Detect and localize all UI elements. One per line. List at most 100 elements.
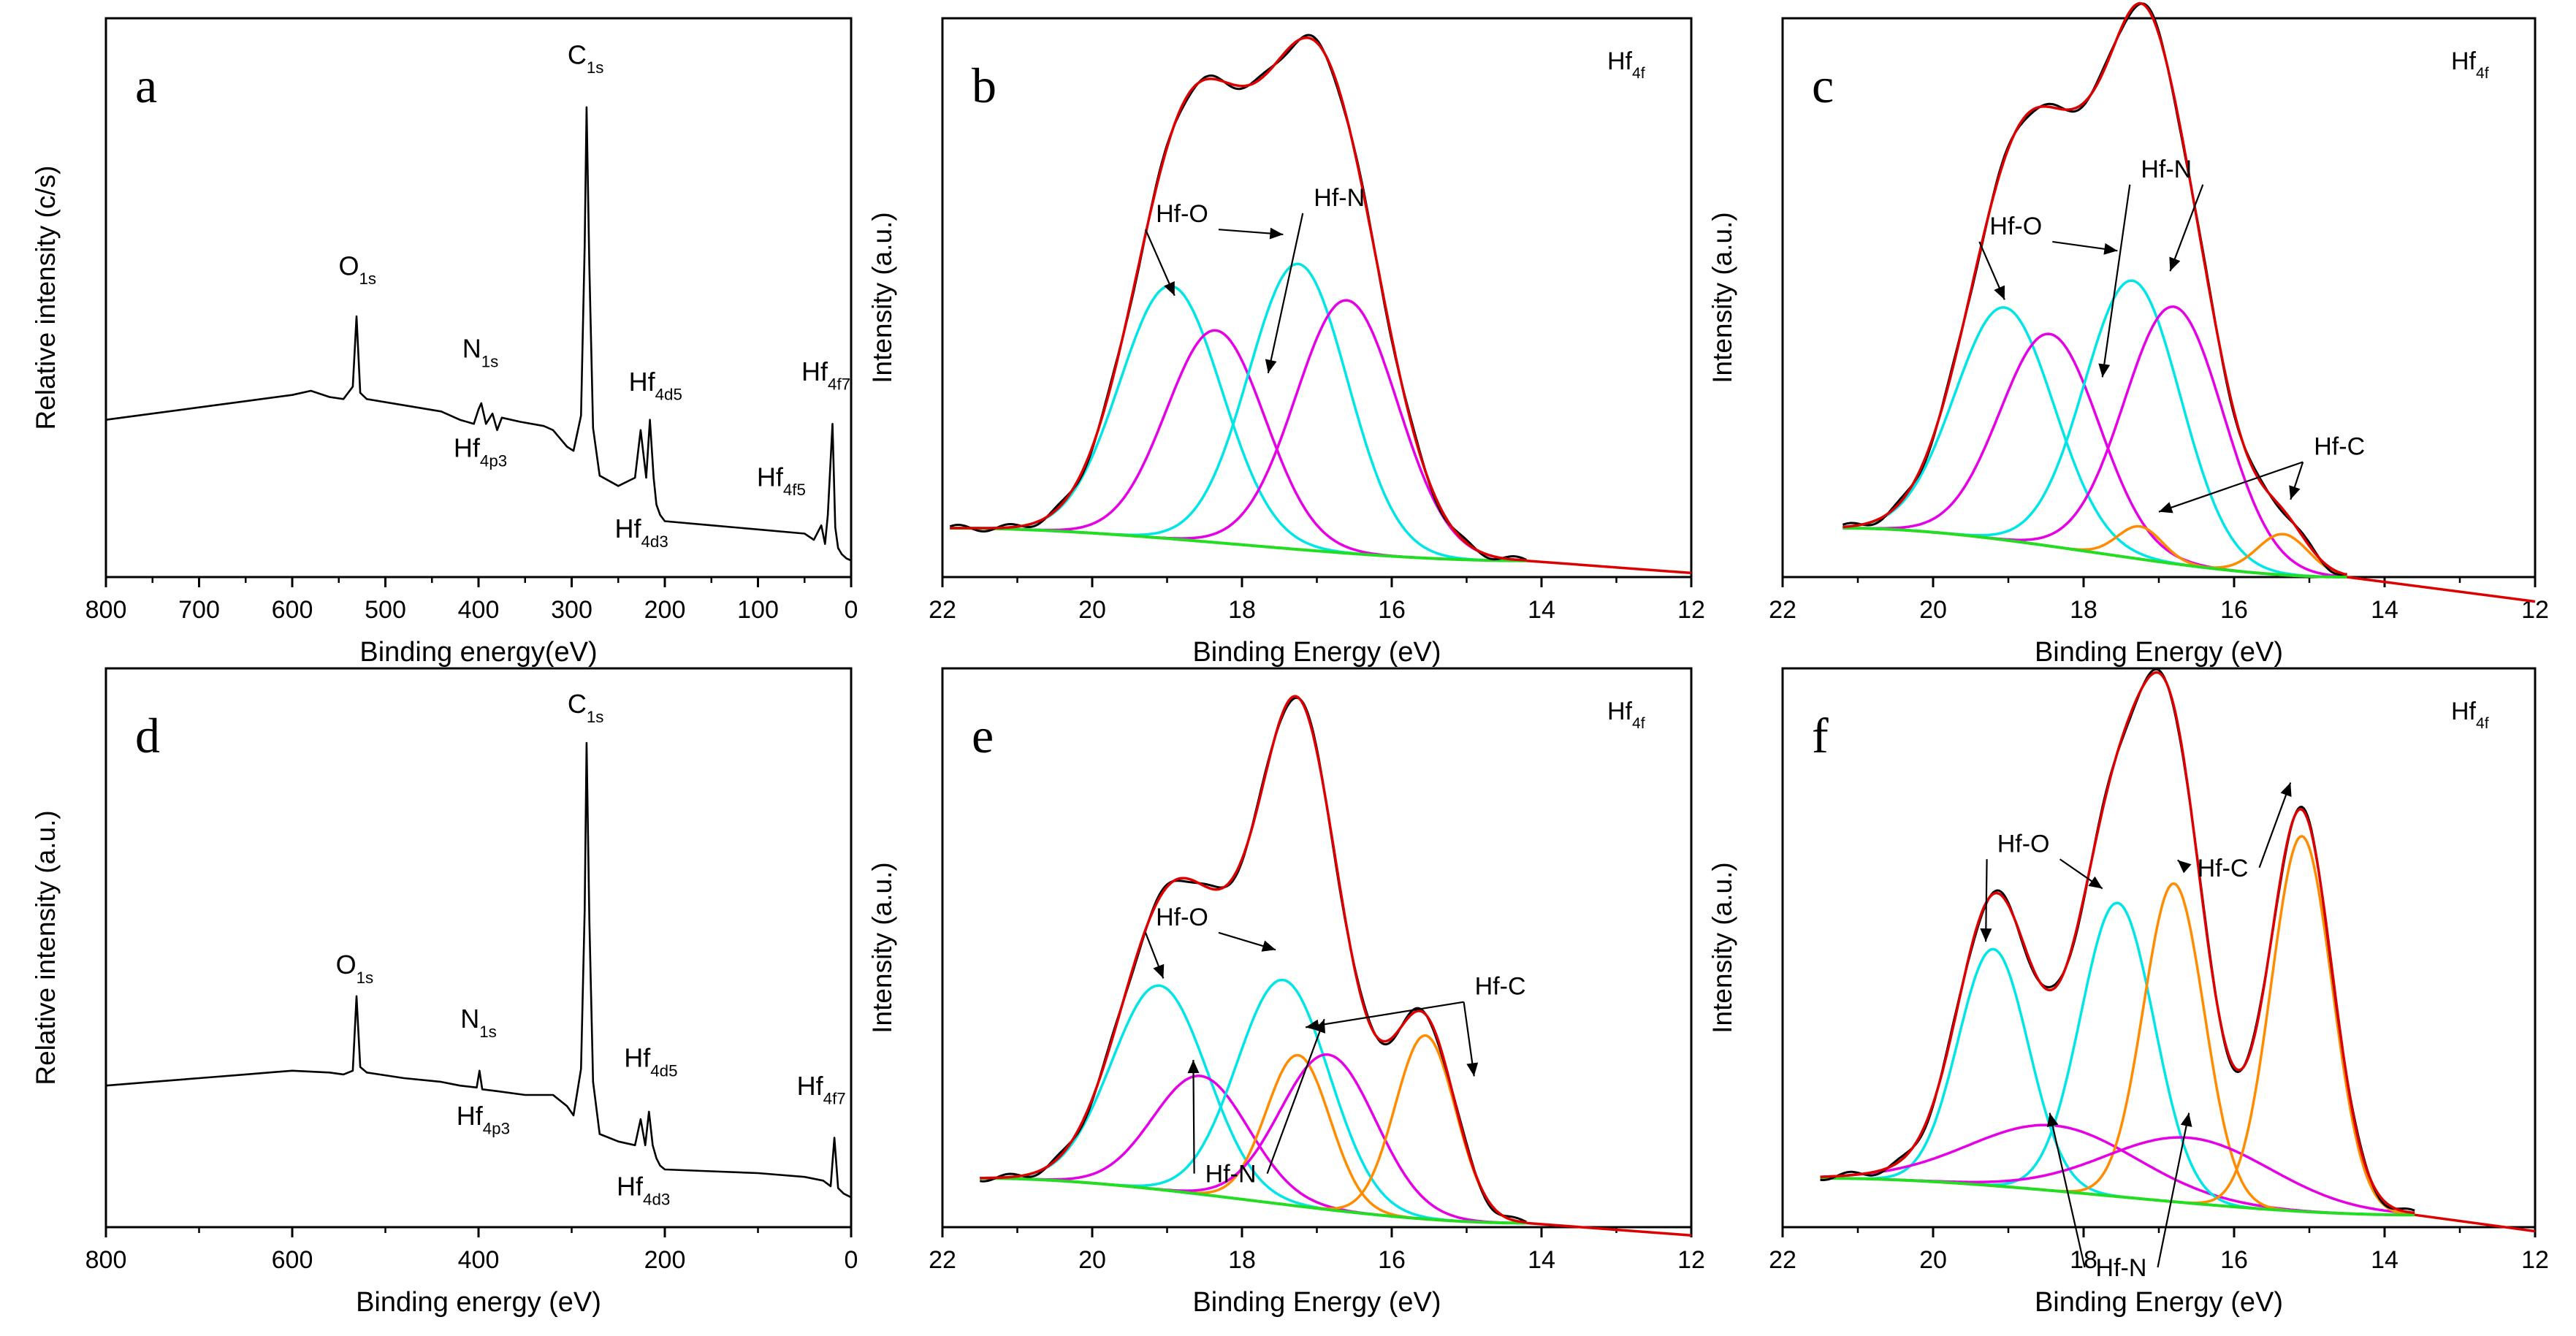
peak-label-hf4d5: Hf4d5 [629,367,682,404]
peak-label-c1s-base: C [568,689,587,719]
x-tick-label: 18 [2070,596,2097,624]
fit-envelope-tail [1526,1221,1692,1237]
peak-label-hf4p3: Hf4p3 [454,433,507,470]
component-label-hf-c: Hf-C [2198,855,2249,882]
panel-label: f [1812,708,1829,763]
x-tick-label: 22 [929,1246,956,1274]
annotation-arrowhead [2088,876,2103,889]
annotation-arrow [2258,782,2292,869]
annotation-arrowhead [1187,1060,1200,1074]
component-label-hf-o: Hf-O [1156,200,1208,228]
x-tick-label: 800 [85,1246,127,1274]
x-tick-label: 14 [1528,596,1555,624]
peak-label-hf4p3-base: Hf [454,433,481,463]
annotation-arrow [2169,184,2204,272]
panel-label: e [972,708,994,763]
panel-label: c [1812,58,1834,113]
x-tick-label: 500 [365,596,406,624]
annotation-arrowhead [2180,1112,2192,1127]
x-tick-label: 200 [644,596,686,624]
fit-envelope [1820,671,2415,1215]
background-line [950,527,1527,562]
panel-e: 22 20 18 16 14 12 Binding Energy (eV) Intensity… [867,667,1705,1318]
corner-label: Hf4f [2451,698,2489,732]
x-tick-label: 14 [2371,1246,2398,1274]
annotation-arrowhead [2177,860,2192,874]
x-tick-label: 16 [2220,596,2248,624]
y-axis-label: Relative intensity (c/s) [31,166,61,430]
x-tick-label: 16 [2220,1246,2248,1274]
x-tick-label: 800 [85,596,127,624]
peak-label-n1s-sub: 1s [479,1023,497,1041]
annotation-arrowhead [1153,963,1165,979]
x-tick-label: 20 [1919,596,1947,624]
fit-envelope-tail [1526,559,1692,575]
peak-label-o1s: O1s [336,950,374,987]
x-tick-label: 600 [272,596,313,624]
x-tick-label: 400 [458,596,500,624]
annotation-arrowhead [1164,281,1175,296]
peak-label-hf4d5-base: Hf [629,367,656,397]
annotation-arrowhead [1466,1062,1479,1077]
x-tick-label: 12 [2521,1246,2549,1274]
annotation-arrowhead [1314,1019,1326,1034]
peak-label-hf4p3-sub: 4p3 [483,1119,510,1137]
x-tick-label: 16 [1378,1246,1406,1274]
peak-label-hf4d3: Hf4d3 [615,514,668,551]
annotation-arrowhead [2159,502,2173,514]
peak-label-n1s: N1s [460,1004,497,1041]
component-label-hf-o: Hf-O [1989,213,2042,240]
series-line-survey [105,741,852,1199]
x-tick-label: 400 [458,1246,500,1274]
x-tick-label: 20 [1078,596,1106,624]
fit-envelope [1843,1,2347,576]
fit-envelope-tail [2347,576,2536,603]
annotation-arrowhead [1269,227,1284,240]
x-axis-label: Binding Energy (eV) [1192,1287,1441,1318]
peak-label-n1s-base: N [462,334,481,364]
annotation-arrowhead [2103,243,2118,255]
peak-label-o1s-base: O [336,950,357,980]
panel-label: a [135,58,157,113]
x-tick-label: 14 [2371,596,2398,624]
panel-b: 22 20 18 16 14 12 Binding Energy (eV) Intensity… [867,17,1705,668]
peak-label-n1s-base: N [460,1004,479,1034]
component-label-hf-o: Hf-O [1156,904,1208,931]
peak-label-hf4f7: Hf4f7 [801,356,850,394]
x-tick-label: 22 [929,596,956,624]
corner-label-sub: 4f [1632,715,1645,732]
peak-label-hf4p3-sub: 4p3 [480,451,507,470]
y-axis-label: Intensity (a.u.) [867,862,897,1033]
peak-label-hf4d3-base: Hf [617,1172,644,1202]
x-tick-label: 700 [178,596,220,624]
annotation-arrow [2101,184,2131,378]
panel-label: b [972,58,997,113]
x-axis-label: Binding Energy (eV) [2035,1287,2283,1318]
annotation-arrow [1266,1018,1325,1174]
x-tick-label: 300 [551,596,592,624]
x-tick-label: 0 [845,596,858,624]
peak-label-hf4p3: Hf4p3 [457,1101,510,1138]
annotation-arrow [1192,1060,1195,1174]
component-label-hf-o: Hf-O [1997,830,2050,858]
background-line [1820,1177,2415,1217]
y-axis-label: Intensity (a.u.) [1707,212,1737,383]
peak-label-hf4d5-sub: 4d5 [655,386,682,404]
background-line [980,1177,1527,1225]
fit-envelope-tail [2414,1213,2536,1233]
x-axis-label: Binding Energy (eV) [1192,637,1441,668]
peak-label-o1s-sub: 1s [359,270,376,288]
peak-label-c1s: C1s [568,39,604,77]
corner-label-base: Hf [2451,47,2477,75]
annotation-arrowhead [2280,782,2292,798]
y-axis-label: Intensity (a.u.) [867,212,897,383]
annotation-arrow [2049,1112,2086,1268]
background-line [1843,527,2347,579]
peak-label-hf4d5: Hf4d5 [624,1043,677,1080]
x-tick-label: 16 [1378,596,1406,624]
peak-label-hf4d5-sub: 4d5 [650,1061,677,1080]
corner-label: Hf4f [2451,47,2489,82]
peak-label-hf4f5: Hf4f5 [757,462,806,499]
x-tick-label: 600 [272,1246,313,1274]
